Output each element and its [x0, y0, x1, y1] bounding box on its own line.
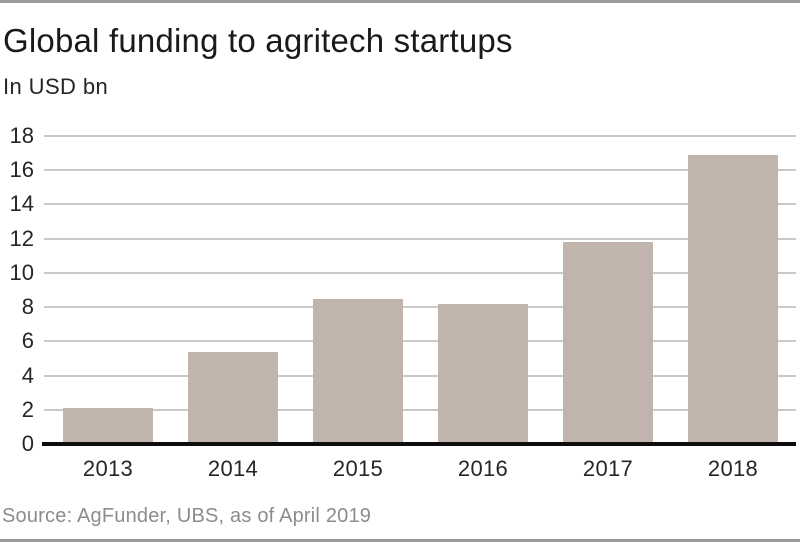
bar-2015	[313, 298, 403, 444]
y-tick-label-14: 14	[9, 191, 34, 217]
gridline	[44, 135, 796, 137]
y-tick-label-4: 4	[21, 362, 34, 388]
x-tick-label-2014: 2014	[207, 456, 259, 481]
chart-title: Global funding to agritech startups	[3, 22, 513, 59]
x-tick-label-2015: 2015	[332, 456, 384, 481]
gridline	[44, 237, 796, 240]
gridline	[44, 169, 796, 172]
axis-unit-label: In USD bn	[3, 74, 109, 99]
y-tick-label-0: 0	[21, 431, 34, 456]
x-axis-line	[42, 442, 796, 446]
plot-area	[44, 135, 796, 444]
source-note: Source: AgFunder, UBS, as of April 2019	[2, 505, 372, 527]
gridline	[44, 374, 796, 377]
x-tick-label-2017: 2017	[582, 456, 634, 481]
gridline	[44, 306, 796, 309]
bar-2014	[188, 351, 278, 444]
gridline	[44, 408, 796, 411]
gridline	[44, 203, 796, 206]
gridline	[44, 340, 796, 343]
bar-2017	[563, 242, 653, 444]
bar-2018	[688, 154, 778, 444]
bar-2016	[438, 303, 528, 444]
y-tick-label-10: 10	[9, 259, 34, 285]
y-tick-label-12: 12	[9, 225, 34, 251]
gridline	[44, 271, 796, 274]
x-tick-label-2013: 2013	[82, 456, 134, 481]
y-tick-label-6: 6	[21, 328, 34, 354]
x-tick-label-2018: 2018	[707, 456, 759, 481]
y-tick-label-8: 8	[21, 294, 34, 320]
y-tick-label-16: 16	[9, 157, 34, 183]
y-tick-label-2: 2	[21, 396, 34, 422]
bar-2013	[63, 408, 153, 444]
y-tick-label-18: 18	[9, 123, 34, 148]
x-tick-label-2016: 2016	[457, 456, 509, 481]
